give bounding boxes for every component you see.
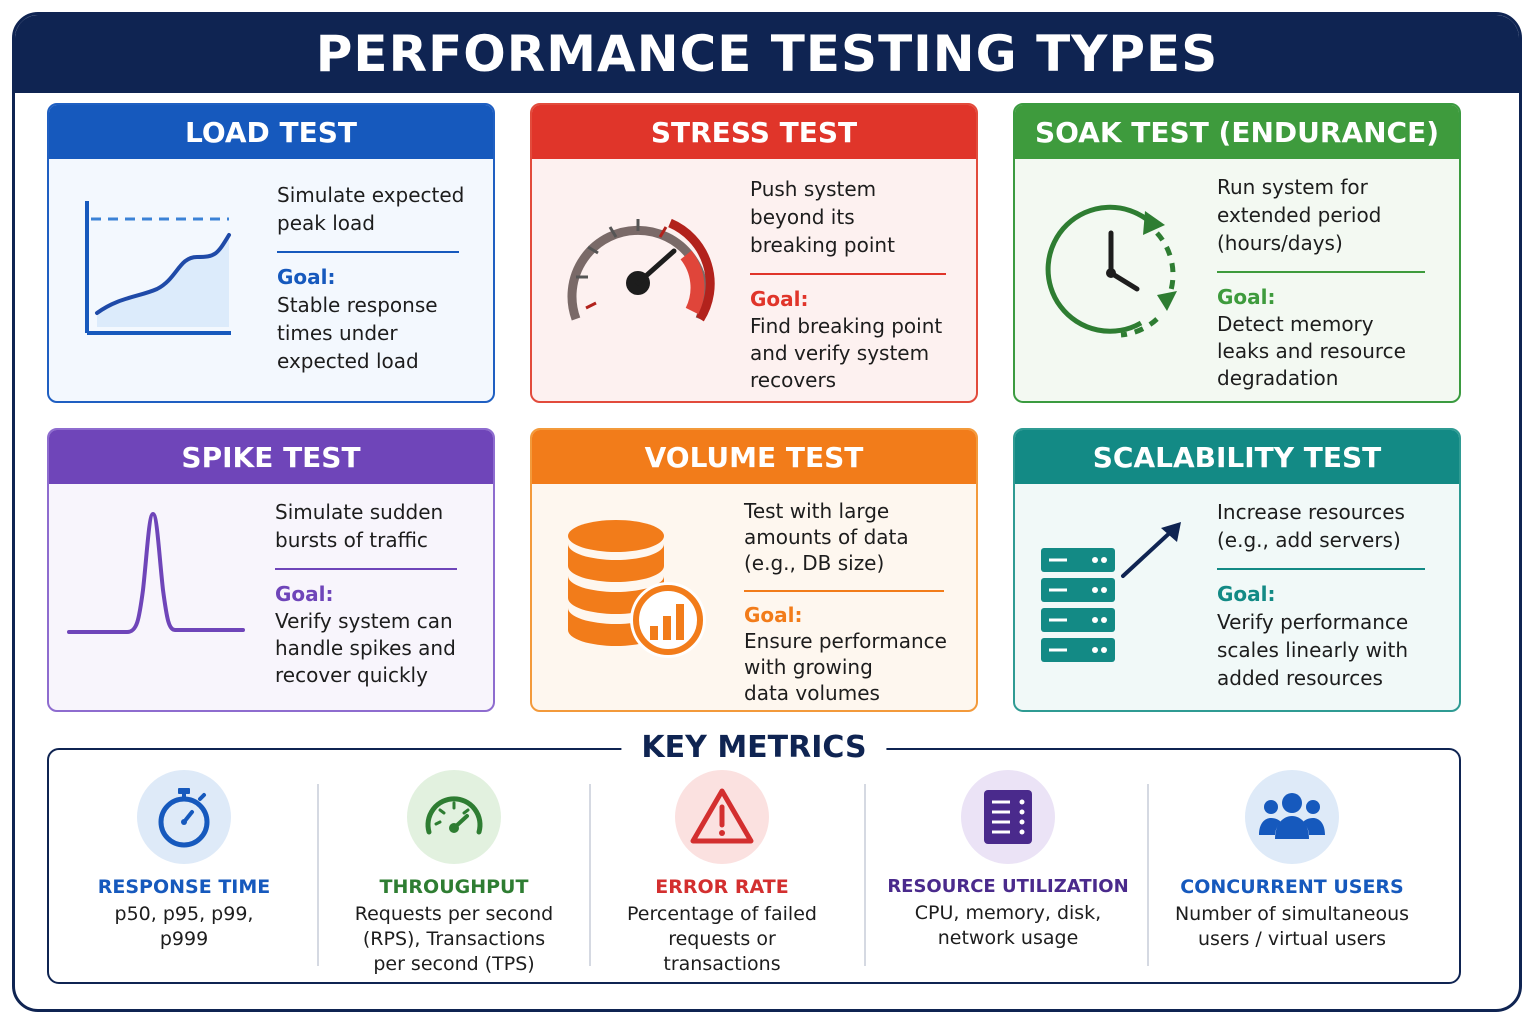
- divider: [589, 784, 591, 966]
- card-goal: Detect memory leaks and resource degrada…: [1217, 312, 1406, 390]
- metric-throughput: THROUGHPUT Requests per second (RPS), Tr…: [319, 770, 589, 977]
- card-goal: Verify performance scales linearly with …: [1217, 610, 1409, 690]
- metric-name: RESPONSE TIME: [97, 876, 271, 898]
- divider: [744, 590, 944, 592]
- card-goal: Ensure performance with growing data vol…: [744, 629, 947, 705]
- metric-name: THROUGHPUT: [379, 876, 529, 898]
- goal-label: Goal:: [1217, 582, 1276, 606]
- page-title: PERFORMANCE TESTING TYPES: [315, 25, 1219, 83]
- goal-label: Goal:: [1217, 285, 1276, 309]
- key-metrics-panel: KEY METRICS RESPONSE TIME p50, p95, p99,…: [47, 730, 1461, 984]
- card-stress-test: STRESS TEST Push system beyond its break…: [530, 103, 978, 403]
- key-metrics-title: KEY METRICS: [621, 730, 887, 765]
- metric-description: Percentage of failed requests or transac…: [627, 903, 817, 975]
- metric-description: Number of simultaneous users / virtual u…: [1174, 903, 1410, 950]
- users-icon: [1259, 793, 1325, 839]
- card-title: SOAK TEST (ENDURANCE): [1015, 105, 1459, 159]
- metric-name: RESOURCE UTILIZATION: [887, 876, 1129, 897]
- metric-error-rate: ERROR RATE Percentage of failed requests…: [587, 770, 857, 977]
- card-description: Push system beyond its breaking point: [750, 177, 895, 257]
- divider: [317, 784, 319, 966]
- line-chart-icon: [85, 201, 231, 335]
- card-description: Run system for extended period (hours/da…: [1217, 175, 1382, 255]
- card-goal: Verify system can handle spikes and reco…: [275, 609, 456, 687]
- spike-chart-icon: [67, 512, 245, 634]
- card-title: VOLUME TEST: [532, 430, 976, 484]
- metric-resource-utilization: RESOURCE UTILIZATION CPU, memory, disk, …: [873, 770, 1143, 951]
- clock-icon: [1045, 204, 1177, 338]
- divider: [750, 273, 946, 275]
- gauge-icon: [425, 796, 483, 835]
- divider: [275, 568, 457, 570]
- divider: [277, 251, 459, 253]
- card-title: SPIKE TEST: [49, 430, 493, 484]
- database-chart-icon: [568, 520, 706, 658]
- stopwatch-icon: [158, 788, 210, 848]
- goal-label: Goal:: [744, 603, 803, 627]
- title-bar: PERFORMANCE TESTING TYPES: [15, 15, 1519, 93]
- card-spike-test: SPIKE TEST Simulate sudden bursts of tra…: [47, 428, 495, 712]
- divider: [1217, 568, 1425, 570]
- divider: [1147, 784, 1149, 966]
- card-volume-test: VOLUME TEST Test with large amounts of d…: [530, 428, 978, 712]
- card-description: Increase resources (e.g., add servers): [1217, 500, 1405, 552]
- metric-response-time: RESPONSE TIME p50, p95, p99, p999: [49, 770, 319, 952]
- goal-label: Goal:: [750, 287, 809, 311]
- card-title: SCALABILITY TEST: [1015, 430, 1459, 484]
- divider: [864, 784, 866, 966]
- metric-name: CONCURRENT USERS: [1180, 876, 1404, 898]
- speedometer-icon: [567, 218, 715, 322]
- card-title: LOAD TEST: [49, 105, 493, 159]
- card-description: Simulate sudden bursts of traffic: [275, 500, 444, 552]
- card-title: STRESS TEST: [532, 105, 976, 159]
- card-scalability-test: SCALABILITY TEST Incr: [1013, 428, 1461, 712]
- card-soak-test: SOAK TEST (ENDURANCE) Run system for ext…: [1013, 103, 1461, 403]
- warning-icon: [690, 788, 754, 844]
- card-description: Test with large amounts of data (e.g., D…: [744, 499, 909, 575]
- divider: [1217, 271, 1425, 273]
- metric-description: CPU, memory, disk, network usage: [914, 902, 1102, 949]
- server-stack-icon: [1041, 522, 1181, 662]
- metric-name: ERROR RATE: [655, 876, 789, 898]
- card-goal: Stable response times under expected loa…: [277, 293, 438, 373]
- card-description: Simulate expected peak load: [277, 183, 465, 235]
- metric-description: p50, p95, p99, p999: [114, 903, 254, 950]
- metric-description: Requests per second (RPS), Transactions …: [354, 903, 554, 975]
- server-icon: [984, 790, 1032, 844]
- metric-concurrent-users: CONCURRENT USERS Number of simultaneous …: [1157, 770, 1427, 952]
- goal-label: Goal:: [277, 265, 336, 289]
- card-load-test: LOAD TEST Simulate expected peak load Go…: [47, 103, 495, 403]
- goal-label: Goal:: [275, 582, 334, 606]
- card-goal: Find breaking point and verify system re…: [750, 314, 943, 392]
